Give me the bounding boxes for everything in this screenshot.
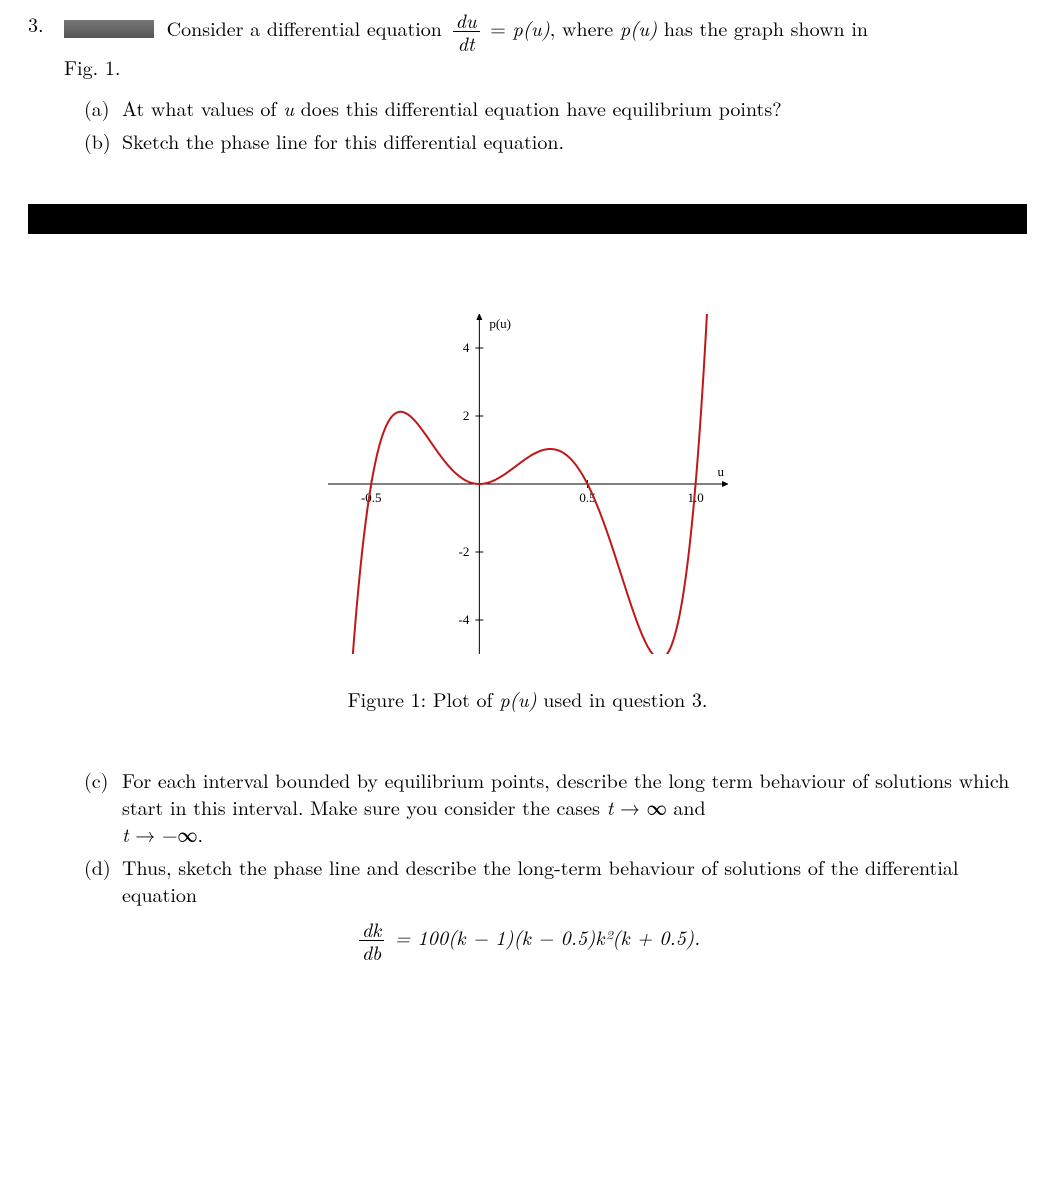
p-of-u-2: p(u) bbox=[620, 13, 657, 42]
equation-rhs: = 100(k − 1)(k − 0.5)k²(k + 0.5). bbox=[395, 922, 700, 951]
question-header: 3. Consider a differential equation du d… bbox=[28, 10, 1027, 80]
subparts-ab: (a) At what values of u does this differ… bbox=[84, 94, 1027, 154]
figure-caption: Figure 1: Plot of p(u) used in question … bbox=[28, 685, 1027, 712]
part-d-text: Thus, sketch the phase line and describe… bbox=[122, 853, 1027, 907]
part-c-label: (c) bbox=[84, 766, 112, 847]
part-b-text: Sketch the phase line for this different… bbox=[122, 127, 564, 154]
part-a-text: At what values of u does this differenti… bbox=[122, 94, 782, 121]
part-c-arrow-2: → −∞ bbox=[129, 819, 198, 848]
svg-text:-2: -2 bbox=[458, 544, 469, 559]
part-a-text-1: At what values of bbox=[122, 93, 283, 122]
caption-pu: p(u) bbox=[499, 684, 536, 713]
figure-1: -0.50.51.042-2-4p(u)u bbox=[28, 314, 1027, 659]
db: db bbox=[359, 941, 384, 962]
black-bar bbox=[28, 204, 1027, 234]
part-c-period: . bbox=[198, 819, 204, 848]
fraction-du-dt: du dt bbox=[453, 10, 480, 53]
intro-text-1: Consider a differential equation bbox=[167, 13, 442, 42]
part-c-t2: t bbox=[122, 819, 129, 848]
part-a-u: u bbox=[283, 93, 294, 122]
part-c: (c) For each interval bounded by equilib… bbox=[84, 766, 1027, 847]
svg-text:4: 4 bbox=[462, 340, 469, 355]
part-b: (b) Sketch the phase line for this diffe… bbox=[84, 127, 1027, 154]
question-number: 3. bbox=[28, 10, 56, 37]
equals: = bbox=[490, 13, 512, 42]
page: 3. Consider a differential equation du d… bbox=[0, 0, 1055, 1002]
subparts-cd: (c) For each interval bounded by equilib… bbox=[84, 766, 1027, 907]
question-intro: Consider a differential equation du dt =… bbox=[64, 10, 868, 80]
fraction-dk-db: dk db bbox=[359, 919, 384, 962]
equation-d: dk db = 100(k − 1)(k − 0.5)k²(k + 0.5). bbox=[28, 919, 1027, 962]
part-a: (a) At what values of u does this differ… bbox=[84, 94, 1027, 121]
plot-svg: -0.50.51.042-2-4p(u)u bbox=[328, 314, 728, 654]
part-c-and: and bbox=[667, 792, 706, 821]
part-a-text-2: does this differential equation have equ… bbox=[294, 93, 782, 122]
svg-text:u: u bbox=[717, 464, 724, 479]
part-c-text-1: For each interval bounded by equilibrium… bbox=[122, 765, 1009, 821]
caption-suffix: used in question 3. bbox=[537, 684, 708, 713]
intro-text-2: , where bbox=[550, 13, 620, 42]
part-a-label: (a) bbox=[84, 94, 112, 121]
fraction-denominator: dt bbox=[453, 32, 480, 53]
caption-prefix: Figure 1: Plot of bbox=[348, 684, 500, 713]
svg-text:p(u): p(u) bbox=[489, 316, 511, 331]
svg-text:2: 2 bbox=[462, 408, 469, 423]
part-b-label: (b) bbox=[84, 127, 112, 154]
p-of-u: p(u) bbox=[512, 13, 549, 42]
svg-text:-0.5: -0.5 bbox=[360, 490, 381, 505]
part-c-arrow-1: → ∞ bbox=[613, 792, 666, 821]
part-d-label: (d) bbox=[84, 853, 112, 907]
part-d: (d) Thus, sketch the phase line and desc… bbox=[84, 853, 1027, 907]
fig-ref: Fig. 1. bbox=[64, 53, 868, 80]
redaction-block bbox=[64, 20, 154, 38]
intro-text-3: has the graph shown in bbox=[657, 13, 868, 42]
part-c-text: For each interval bounded by equilibrium… bbox=[122, 766, 1027, 847]
svg-text:-4: -4 bbox=[458, 612, 469, 627]
